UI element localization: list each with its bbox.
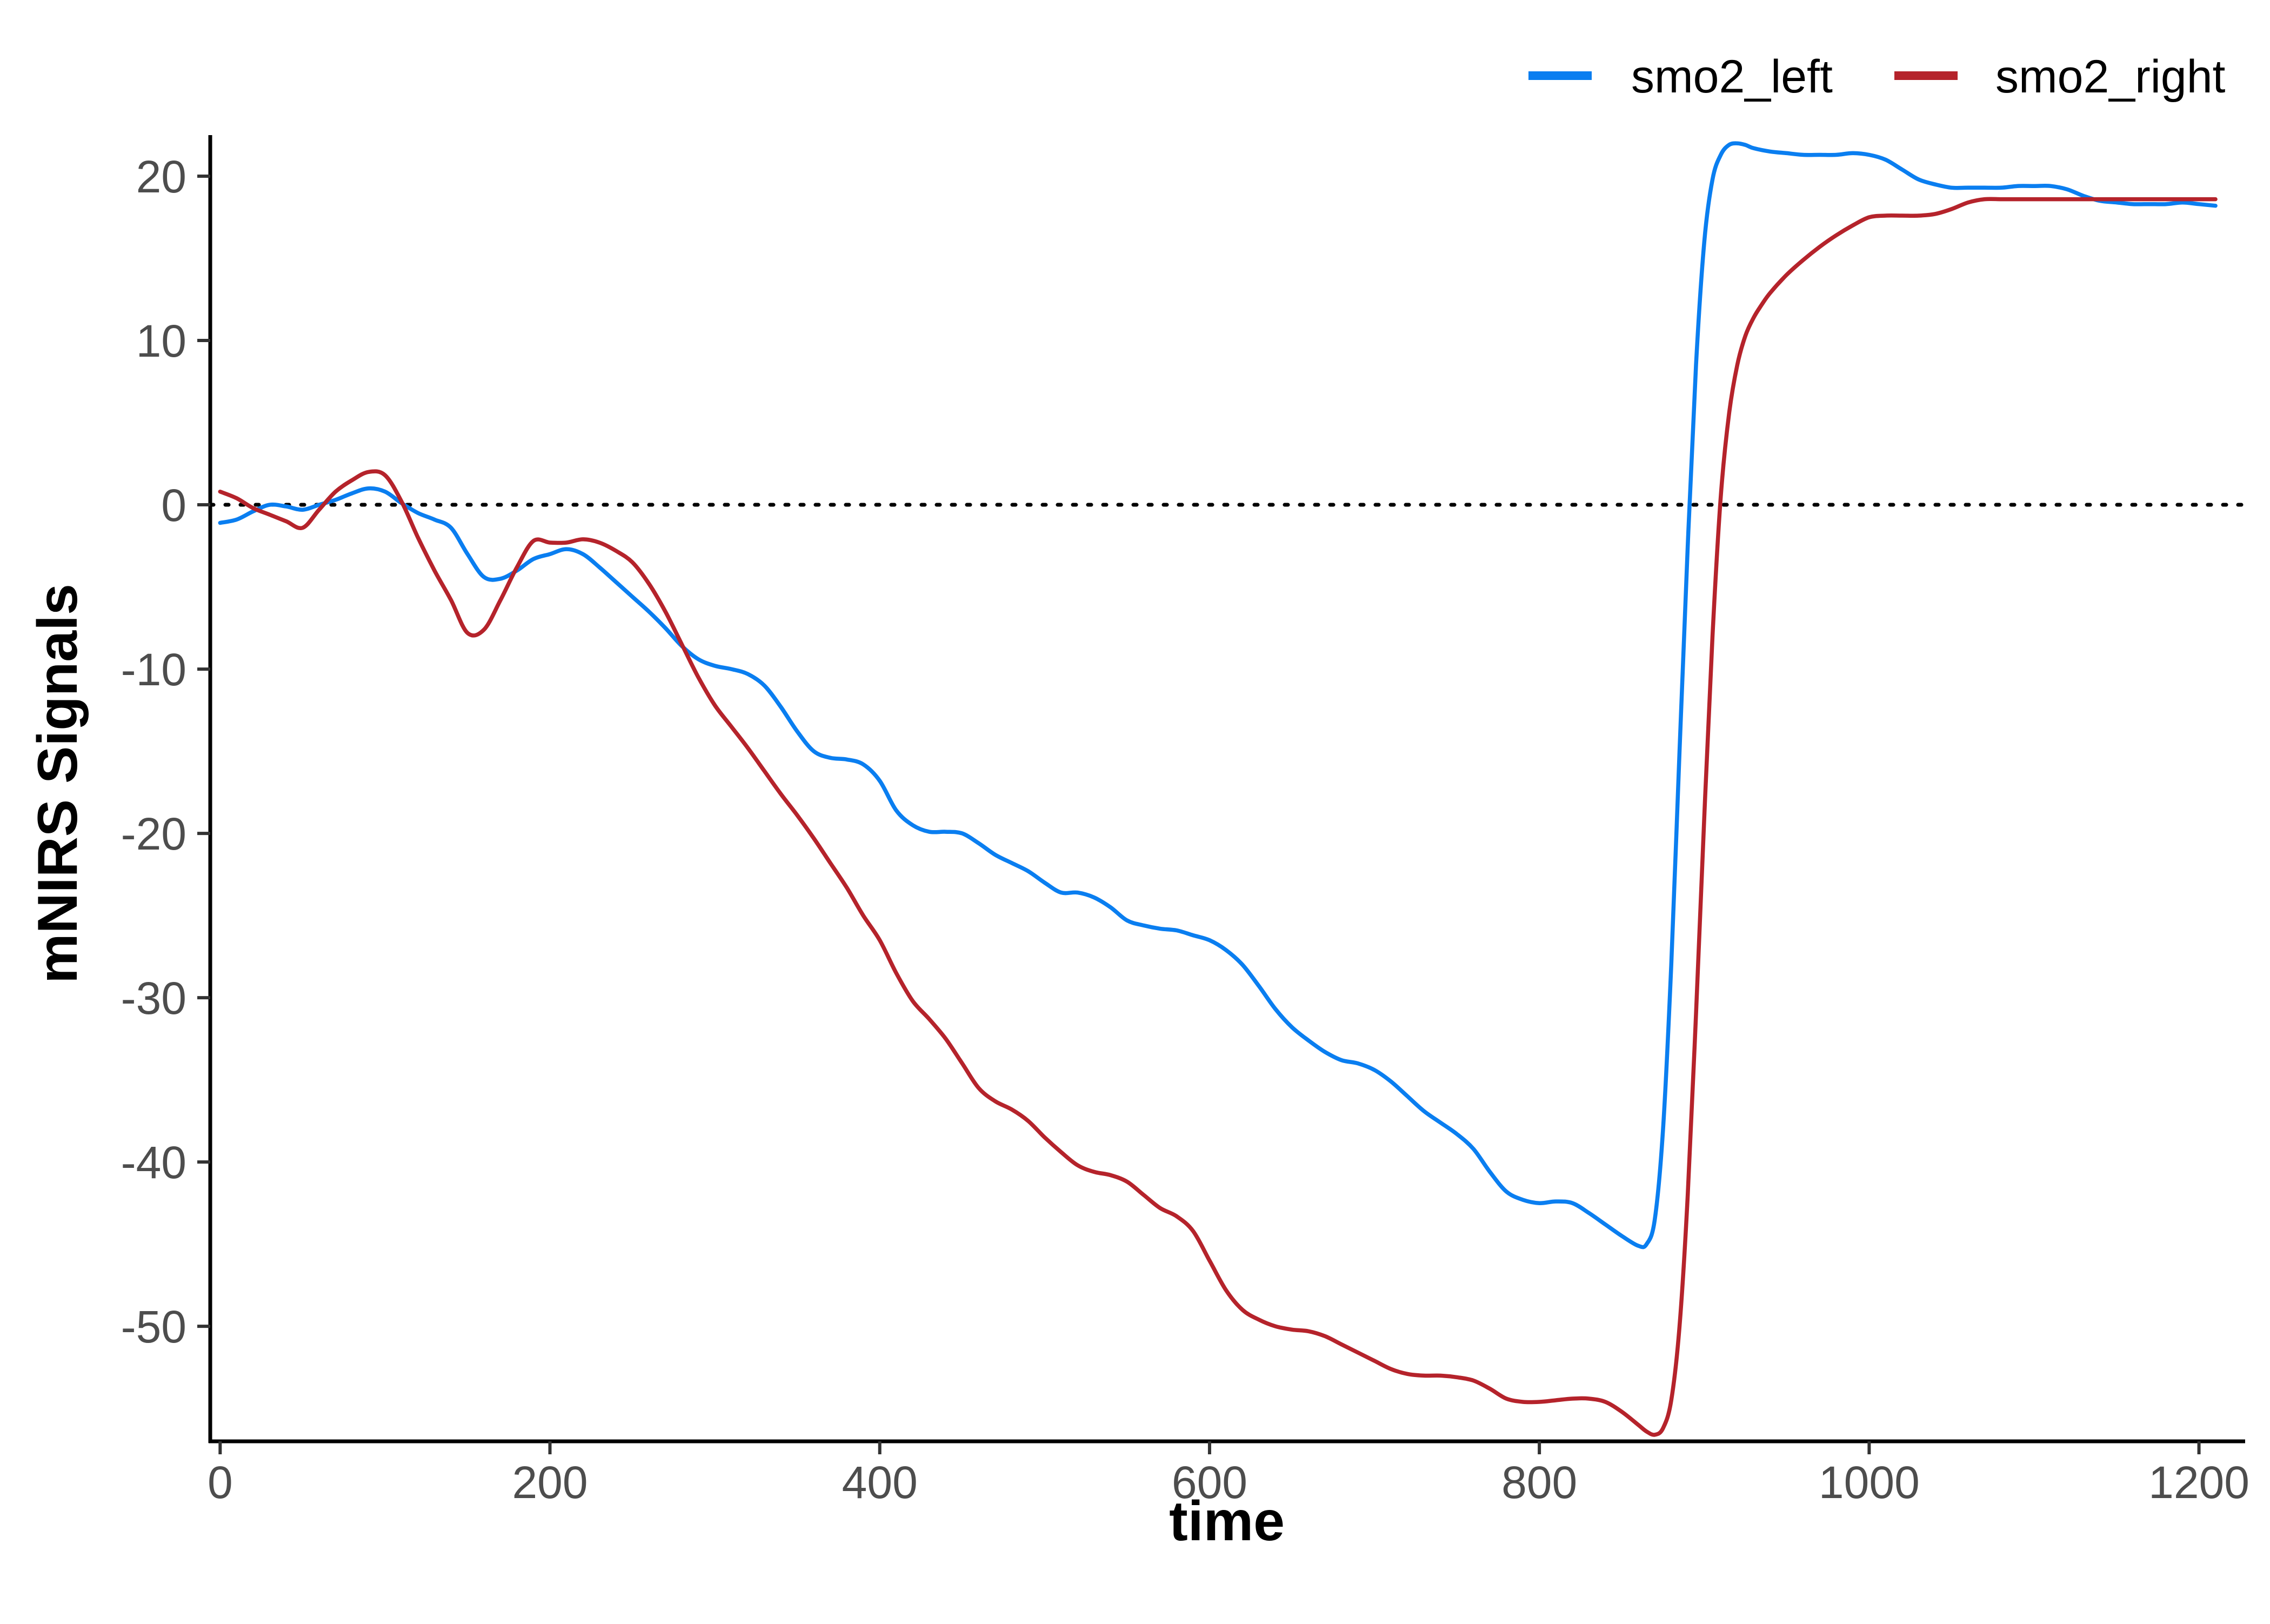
axes: 0 200 400 600 800 1000 1200 20 10 0 -10 -20 -30 -40 -…	[121, 135, 2249, 1508]
y-tick-label: -20	[121, 808, 186, 859]
y-tick-label: 10	[136, 316, 186, 366]
series-line-smo2-left	[218, 141, 2218, 1249]
x-tick-label: 600	[1172, 1457, 1247, 1508]
y-tick-label: -10	[121, 644, 186, 695]
x-tick-label: 200	[512, 1457, 587, 1508]
y-tick-label: 20	[136, 151, 186, 202]
x-tick-label: 1000	[1819, 1457, 1920, 1508]
plot-area	[208, 141, 2247, 1437]
y-tick-label: -30	[121, 973, 186, 1024]
y-tick-label: -40	[121, 1137, 186, 1188]
y-axis-title: mNIRS Signals	[26, 584, 89, 984]
legend-label-smo2-right: smo2_right	[1995, 51, 2226, 103]
legend: smo2_left smo2_right	[1528, 51, 2226, 103]
y-tick-label: 0	[161, 480, 186, 531]
y-tick-label: -50	[121, 1301, 186, 1352]
x-tick-label: 800	[1501, 1457, 1577, 1508]
series-line-smo2-right	[218, 197, 2218, 1437]
x-tick-label: 0	[208, 1457, 233, 1508]
legend-label-smo2-left: smo2_left	[1631, 51, 1833, 103]
x-axis-ticks: 0 200 400 600 800 1000 1200	[208, 1441, 2249, 1508]
x-tick-label: 1200	[2148, 1457, 2249, 1508]
y-axis-ticks: 20 10 0 -10 -20 -30 -40 -50	[121, 151, 210, 1352]
x-tick-label: 400	[842, 1457, 918, 1508]
x-axis-title: time	[1169, 1490, 1285, 1553]
